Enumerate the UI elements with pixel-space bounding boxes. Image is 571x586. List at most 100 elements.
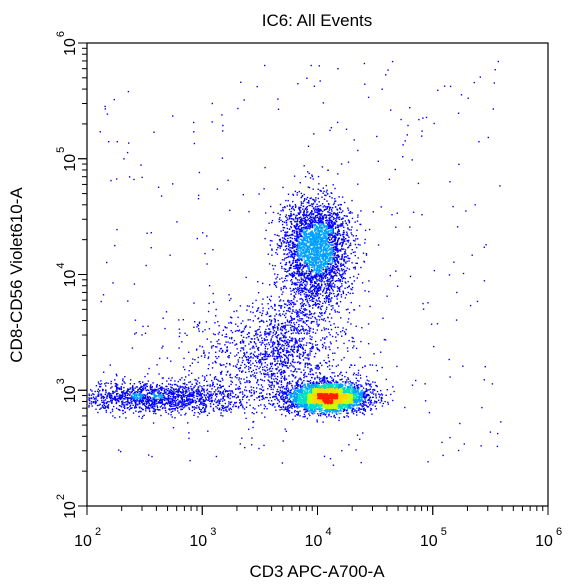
- event-dot: [292, 200, 294, 203]
- event-dot: [319, 216, 321, 218]
- event-dot: [276, 362, 279, 365]
- event-dot: [252, 374, 254, 376]
- event-dot: [346, 215, 348, 217]
- event-dot: [262, 396, 264, 398]
- event-dot: [125, 417, 127, 419]
- event-dot: [203, 411, 206, 413]
- event-dot: [365, 388, 367, 390]
- event-dot: [201, 346, 204, 348]
- event-dot: [316, 203, 318, 206]
- event-dot: [306, 216, 308, 218]
- event-dot: [260, 373, 262, 375]
- event-dot: [216, 407, 219, 409]
- event-dot: [257, 349, 260, 352]
- event-dot: [312, 304, 314, 306]
- event-dot: [221, 404, 223, 407]
- event-dot: [301, 318, 304, 320]
- event-dot: [188, 408, 191, 410]
- event-dot: [314, 332, 317, 334]
- event-dot: [257, 317, 260, 319]
- event-dot: [296, 329, 298, 331]
- event-dot: [269, 300, 272, 302]
- event-dot: [291, 325, 293, 327]
- event-dot: [143, 394, 145, 396]
- event-dot: [175, 388, 178, 390]
- event-dot: [362, 408, 365, 410]
- event-dot: [340, 274, 342, 276]
- event-dot: [264, 396, 267, 399]
- event-dot: [223, 410, 225, 412]
- event-dot: [341, 245, 343, 248]
- event-dot: [118, 396, 120, 398]
- event-dot: [256, 310, 258, 312]
- event-dot: [107, 404, 110, 406]
- event-dot: [312, 383, 314, 385]
- event-dot: [342, 221, 344, 223]
- event-dot: [278, 380, 281, 382]
- event-dot: [315, 211, 318, 213]
- event-dot: [229, 374, 231, 377]
- event-dot: [159, 399, 161, 402]
- event-dot: [372, 404, 374, 406]
- event-dot: [279, 247, 281, 249]
- event-dot: [342, 240, 345, 242]
- event-dot: [324, 217, 327, 219]
- event-dot: [376, 385, 378, 388]
- event-dot: [341, 223, 343, 225]
- event-dot: [229, 364, 231, 366]
- event-dot: [91, 390, 93, 392]
- event-dot: [148, 404, 151, 406]
- event-dot: [285, 392, 287, 394]
- event-dot: [153, 401, 155, 403]
- event-dot: [284, 257, 286, 259]
- event-dot: [323, 190, 325, 193]
- event-dot: [274, 406, 276, 408]
- event-dot: [365, 254, 368, 256]
- event-dot: [346, 286, 349, 289]
- event-dot: [331, 377, 333, 379]
- event-dot: [295, 376, 297, 378]
- event-dot: [365, 389, 367, 391]
- event-dot: [300, 319, 302, 322]
- event-dot: [316, 377, 318, 379]
- event-dot: [269, 244, 271, 246]
- event-dot: [316, 366, 318, 368]
- event-dot: [342, 222, 344, 225]
- event-dot: [145, 385, 147, 387]
- event-dot: [174, 401, 177, 404]
- event-dot: [374, 381, 376, 384]
- event-dot: [143, 385, 145, 387]
- event-dot: [328, 300, 330, 302]
- event-dot: [134, 406, 136, 408]
- event-dot: [302, 278, 304, 280]
- event-dot: [169, 402, 172, 404]
- event-dot: [297, 223, 299, 226]
- event-dot: [277, 349, 279, 351]
- event-dot: [321, 212, 323, 215]
- event-dot: [205, 399, 207, 401]
- event-dot: [164, 399, 166, 402]
- event-dot: [302, 351, 304, 353]
- event-dot: [249, 404, 251, 406]
- event-dot: [343, 342, 345, 345]
- event-dot: [343, 268, 345, 271]
- event-dot: [114, 382, 117, 385]
- event-dot: [242, 341, 244, 343]
- event-dot: [290, 250, 293, 252]
- event-dot: [255, 334, 257, 336]
- event-dot: [259, 331, 262, 333]
- event-dot: [351, 262, 353, 264]
- event-dot: [156, 408, 159, 410]
- event-dot: [146, 402, 148, 404]
- event-dot: [254, 375, 257, 377]
- event-dot: [327, 287, 329, 289]
- event-dot: [283, 377, 285, 380]
- event-dot: [266, 296, 269, 298]
- event-dot: [305, 320, 308, 322]
- event-dot: [307, 316, 310, 319]
- event-dot: [316, 286, 318, 288]
- event-dot: [288, 234, 291, 237]
- event-dot: [289, 351, 291, 353]
- event-dot: [336, 245, 338, 247]
- event-dot: [339, 249, 342, 251]
